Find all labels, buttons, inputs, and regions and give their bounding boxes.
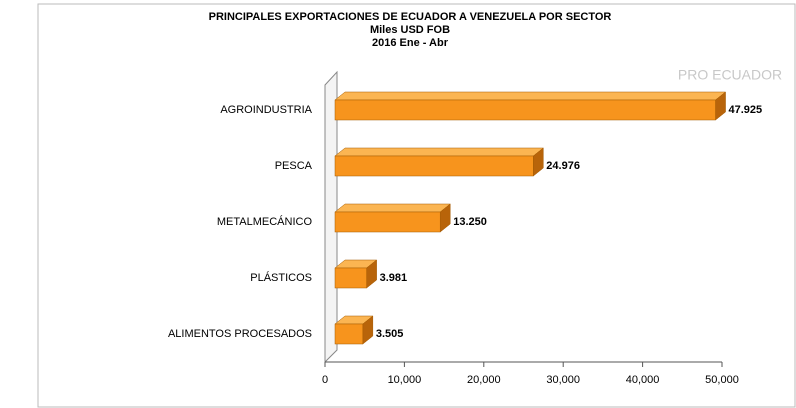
frame [37,3,796,408]
x-tick-label: 30,000 [546,374,580,386]
bar [334,323,364,345]
bar [334,211,441,233]
value-label: 3.981 [380,272,408,284]
y-tick-label: PLÁSTICOS [250,271,312,284]
bar [334,267,367,289]
x-tick-label: 10,000 [388,374,422,386]
x-tick-label: 0 [322,374,328,386]
x-tick-label: 40,000 [626,374,660,386]
bar-top [334,147,545,157]
x-tick-label: 50,000 [705,374,739,386]
value-label: 47.925 [729,104,763,116]
watermark: PRO ECUADOR [678,67,782,83]
value-label: 13.250 [453,216,487,228]
back-wall [324,70,338,363]
bar [334,99,716,121]
chart-title: PRINCIPALES EXPORTACIONES DE ECUADOR A V… [209,11,612,23]
x-tick-label: 20,000 [467,374,501,386]
y-tick-label: ALIMENTOS PROCESADOS [168,328,312,340]
value-label: 24.976 [546,160,580,172]
chart-subtitle: 2016 Ene - Abr [372,37,449,49]
y-tick-label: PESCA [275,160,313,172]
bar-top [334,203,451,213]
bar-top [334,91,727,101]
value-label: 3.505 [376,328,404,340]
y-tick-label: METALMECÁNICO [217,215,313,228]
bar [334,155,534,177]
chart-subtitle: Miles USD FOB [370,24,450,36]
y-tick-label: AGROINDUSTRIA [220,104,312,116]
